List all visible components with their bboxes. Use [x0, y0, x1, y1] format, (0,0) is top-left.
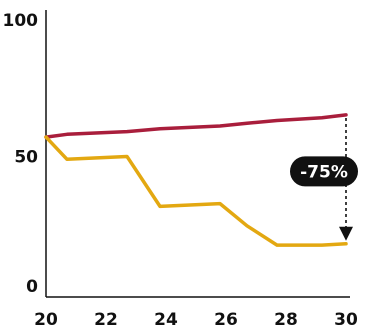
change-annotation: -75%: [290, 117, 358, 241]
x-axis: 20 22 24 26 28 30: [34, 296, 358, 330]
series-line-1: [44, 113, 348, 139]
y-axis: 0 50 100: [3, 10, 47, 297]
x-tick-label: 30: [334, 310, 358, 330]
y-tick-labels: 0 50 100: [3, 11, 39, 297]
x-tick-label: 26: [214, 310, 238, 330]
x-tick-label: 20: [34, 310, 58, 330]
y-tick-label: 100: [3, 11, 39, 31]
x-tick-label: 24: [154, 310, 178, 330]
x-tick-label: 22: [94, 310, 118, 330]
annotation-label: -75%: [300, 162, 348, 182]
series-layer: [44, 113, 348, 247]
annotation-arrowhead: [339, 226, 353, 241]
x-tick-labels: 20 22 24 26 28 30: [34, 310, 358, 330]
annotation-pill: [290, 156, 358, 187]
y-tick-label: 0: [26, 277, 38, 297]
y-tick-label: 50: [14, 148, 38, 168]
x-tick-label: 28: [274, 310, 298, 330]
series-line-2: [44, 135, 348, 247]
